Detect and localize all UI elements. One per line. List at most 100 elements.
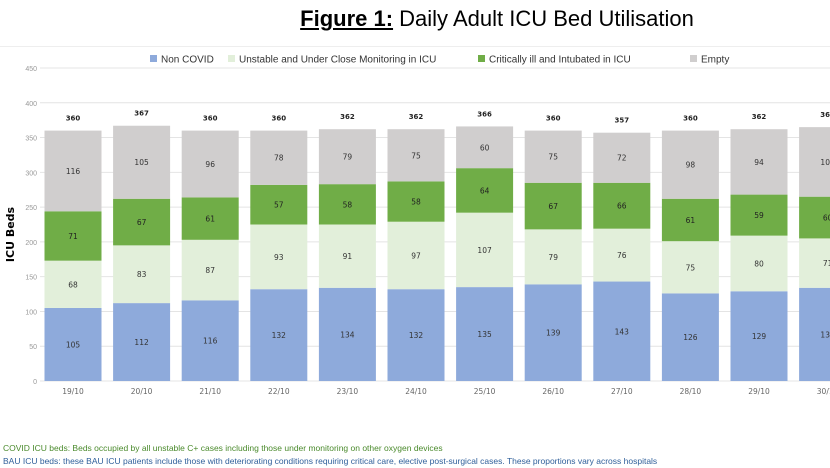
bar-segment	[250, 289, 308, 381]
bar-segment	[318, 287, 376, 381]
bar-segment	[318, 184, 376, 225]
bar-segment	[799, 127, 830, 197]
bar-segment	[524, 229, 582, 285]
data-label: 64	[480, 186, 490, 195]
bar-segment	[593, 281, 651, 381]
data-label: 132	[409, 331, 424, 340]
bar-segment	[524, 130, 582, 183]
data-label: 60	[823, 214, 830, 223]
y-tick-label: 150	[25, 275, 37, 282]
bar-segment	[524, 182, 582, 230]
total-label: 360	[546, 115, 561, 123]
bar-segment	[730, 194, 788, 236]
legend-swatch	[690, 55, 697, 62]
bar-segment	[250, 184, 308, 225]
x-tick-label: 25/10	[474, 387, 496, 396]
data-label: 105	[66, 340, 81, 349]
data-label: 97	[411, 251, 421, 260]
bar-segment	[456, 287, 514, 381]
total-label: 362	[409, 113, 424, 121]
bar-segment	[181, 300, 239, 381]
data-label: 57	[274, 201, 284, 210]
data-label: 129	[752, 332, 767, 341]
title-text: Daily Adult ICU Bed Utilisation	[393, 6, 694, 31]
bar-segment	[387, 221, 445, 290]
bar-segment	[318, 224, 376, 288]
bar-segment	[181, 197, 239, 240]
bar-segment	[387, 129, 445, 182]
x-tick-label: 19/10	[62, 387, 84, 396]
bar-segment	[387, 181, 445, 222]
data-label: 135	[477, 330, 492, 339]
bar-segment	[181, 239, 239, 301]
data-label: 87	[205, 266, 215, 275]
total-label: 360	[683, 115, 698, 123]
data-label: 107	[477, 246, 492, 255]
data-label: 75	[411, 151, 421, 160]
bar-segment	[318, 129, 376, 185]
y-tick-label: 450	[25, 66, 37, 73]
legend-label: Non COVID	[161, 55, 214, 66]
bar-segment	[593, 228, 651, 282]
bar-segment	[387, 289, 445, 381]
data-label: 143	[615, 327, 630, 336]
data-label: 83	[137, 270, 147, 279]
bar-segment	[799, 287, 830, 381]
data-label: 71	[823, 259, 830, 268]
y-tick-label: 300	[25, 170, 37, 177]
data-label: 93	[274, 253, 284, 262]
total-label: 365	[820, 111, 830, 119]
bar-segment	[799, 238, 830, 288]
total-label: 362	[752, 113, 767, 121]
y-axis-label: ICU Beds	[4, 206, 17, 262]
x-tick-label: 27/10	[611, 387, 633, 396]
data-label: 134	[340, 330, 355, 339]
bar-segment	[661, 241, 719, 294]
data-label: 67	[548, 202, 558, 211]
bar-segment	[799, 196, 830, 239]
data-label: 100	[820, 158, 830, 167]
legend-swatch	[228, 55, 235, 62]
bar-segment	[44, 307, 102, 381]
x-tick-label: 22/10	[268, 387, 290, 396]
data-label: 61	[205, 215, 215, 224]
data-label: 58	[343, 200, 353, 209]
bar-segment	[661, 198, 719, 242]
divider	[0, 46, 830, 47]
bar-segment	[181, 130, 239, 198]
x-tick-label: 21/10	[199, 387, 221, 396]
legend-swatch	[150, 55, 157, 62]
total-label: 360	[203, 115, 218, 123]
bar-segment	[661, 293, 719, 381]
bar-segment	[44, 211, 102, 261]
chart-title: Figure 1: Daily Adult ICU Bed Utilisatio…	[0, 6, 830, 32]
y-tick-label: 250	[25, 205, 37, 212]
stacked-bar-chart: 0 50 100 150 200 250 300 350 400 450 ICU Beds Non C…	[4, 55, 830, 396]
x-tick-label: 29/10	[748, 387, 770, 396]
legend-swatch	[478, 55, 485, 62]
data-label: 75	[686, 263, 696, 272]
total-label: 360	[271, 115, 286, 123]
data-label: 67	[137, 218, 147, 227]
bar-segment	[44, 130, 102, 212]
data-label: 132	[272, 331, 287, 340]
data-label: 96	[205, 160, 215, 169]
bar-segment	[524, 284, 582, 381]
footnote-covid: COVID ICU beds: Beds occupied by all uns…	[3, 443, 443, 453]
data-label: 79	[343, 153, 353, 162]
bar-segment	[113, 303, 171, 381]
x-tick-label: 23/10	[337, 387, 359, 396]
y-tick-label: 400	[25, 101, 37, 108]
data-label: 116	[66, 167, 81, 176]
y-tick-label: 0	[33, 379, 37, 386]
data-label: 139	[546, 329, 561, 338]
legend-label: Critically ill and Intubated in ICU	[489, 55, 631, 66]
data-label: 112	[134, 338, 149, 347]
total-label: 357	[614, 117, 629, 125]
data-label: 134	[820, 330, 830, 339]
data-label: 59	[754, 211, 764, 220]
data-label: 126	[683, 333, 698, 342]
bar-segment	[593, 182, 651, 229]
total-label: 362	[340, 113, 355, 121]
data-label: 94	[754, 158, 764, 167]
